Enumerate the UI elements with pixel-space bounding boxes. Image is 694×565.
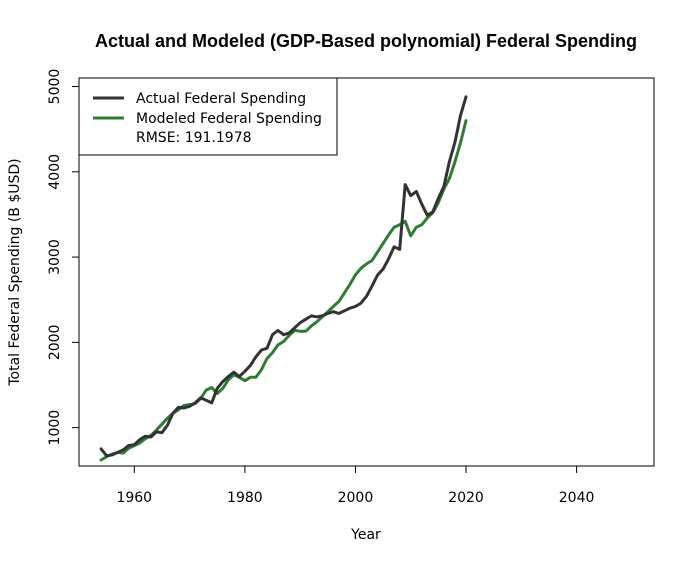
x-tick-label: 1960 [116, 490, 152, 506]
x-tick-label: 2040 [559, 490, 595, 506]
x-axis-label: Year [350, 527, 381, 543]
legend-label-modeled: Modeled Federal Spending [136, 111, 322, 127]
y-tick-label: 3000 [47, 239, 63, 275]
y-axis: 1000 2000 3000 4000 5000 [47, 69, 79, 446]
plot-frame [78, 77, 655, 467]
legend: Actual Federal Spending Modeled Federal … [78, 77, 338, 156]
series-layer [99, 95, 468, 462]
y-axis-label: Total Federal Spending (B $USD) [7, 158, 23, 386]
y-tick-label: 1000 [47, 410, 63, 446]
y-tick-label: 2000 [47, 325, 63, 361]
legend-label-actual: Actual Federal Spending [136, 91, 306, 107]
x-axis: 1960 1980 2000 2020 2040 [116, 466, 594, 506]
x-tick-label: 2020 [448, 490, 484, 506]
x-tick-label: 1980 [227, 490, 263, 506]
legend-rmse: RMSE: 191.1978 [136, 130, 252, 146]
chart-title: Actual and Modeled (GDP-Based polynomial… [95, 31, 637, 51]
series-line-modeled [99, 119, 468, 462]
series-line-actual [99, 95, 468, 458]
x-tick-label: 2000 [338, 490, 374, 506]
y-tick-label: 4000 [47, 154, 63, 190]
y-tick-label: 5000 [47, 69, 63, 105]
